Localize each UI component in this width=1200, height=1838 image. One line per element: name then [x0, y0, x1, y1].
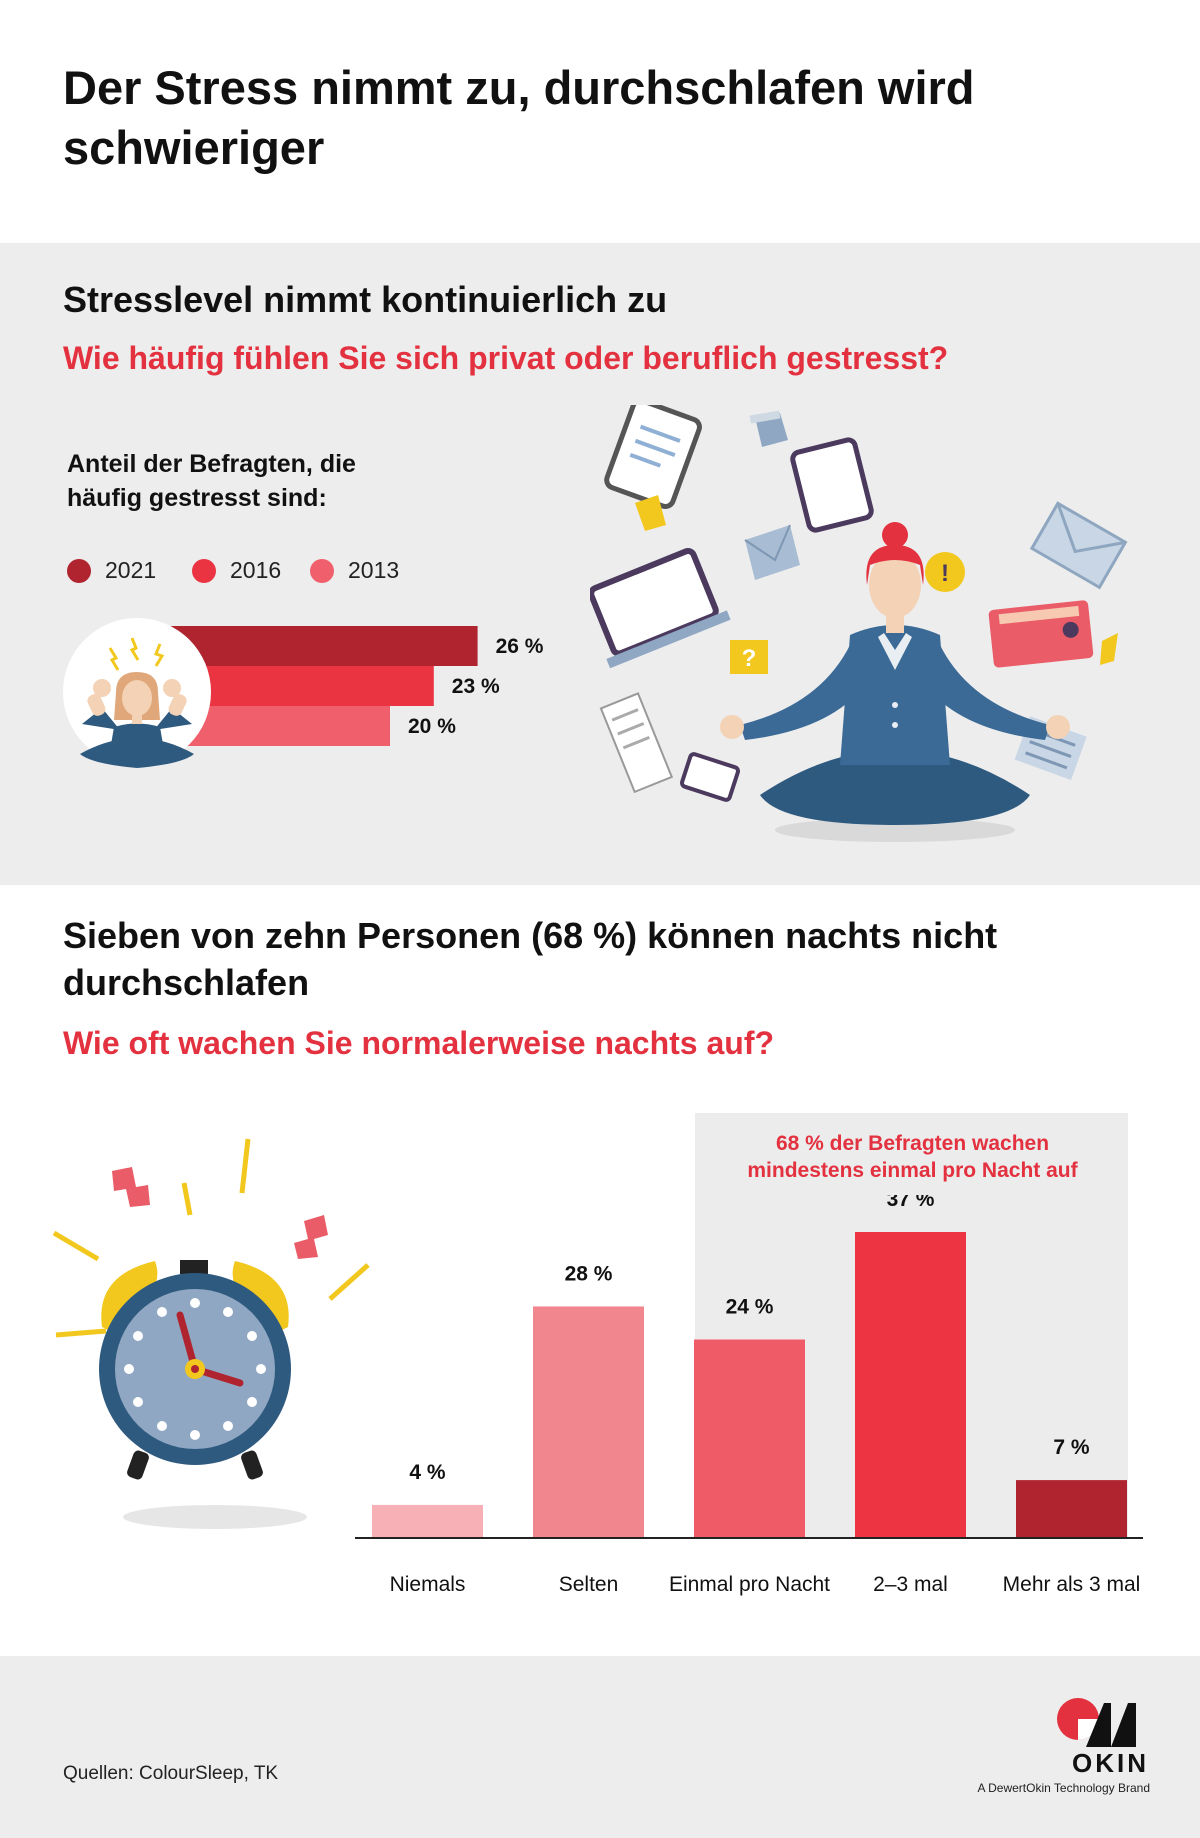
- cup-icon: [749, 410, 788, 447]
- bar-value-label: 24 %: [726, 1296, 774, 1319]
- okin-logo-icon: [1057, 1698, 1136, 1747]
- stressed-person-illustration: [63, 618, 211, 768]
- bar-niemals: [372, 1504, 483, 1538]
- bar-value-label: 20 %: [408, 715, 456, 738]
- brand-tagline: A DewertOkin Technology Brand: [977, 1781, 1150, 1795]
- bar-value-label: 28 %: [565, 1262, 613, 1285]
- note-yellow-icon: [635, 495, 666, 531]
- motion-line: [55, 1328, 107, 1338]
- meditating-woman: [720, 522, 1070, 825]
- flag-icon: [1100, 633, 1118, 665]
- stress-subheading: Anteil der Befragten, die häufig gestres…: [67, 450, 356, 512]
- svg-text:!: !: [941, 560, 949, 587]
- envelope-right-icon: [1029, 501, 1128, 590]
- envelope-icon: [744, 524, 800, 580]
- tablet-purple-icon: [790, 437, 874, 533]
- legend-swatch-2013: [310, 558, 334, 583]
- wakeup-bar-chart: 4 % Niemals 28 % Selten 24 % Einmal pro Nacht…: [355, 1195, 1143, 1596]
- alarm-clock-illustration: [52, 1138, 370, 1529]
- bar-einmal-pro-nacht: [694, 1339, 805, 1538]
- category-label: 2–3 mal: [873, 1573, 948, 1596]
- zigzag-icon: [112, 1167, 150, 1207]
- bar-value-label: 37 %: [887, 1195, 935, 1211]
- footer-background: [0, 1656, 1200, 1838]
- legend-label: 2021: [105, 557, 157, 583]
- legend-label: 2013: [348, 557, 400, 583]
- legend-item-2013: 2013: [310, 557, 399, 584]
- category-label: Niemals: [390, 1573, 466, 1596]
- phone-icon: [680, 752, 740, 802]
- bar-2-3-mal: [855, 1232, 966, 1538]
- bar-value-label: 4 %: [409, 1461, 446, 1484]
- wallet-icon: [988, 600, 1094, 668]
- bell-icon: [101, 1261, 158, 1331]
- alert-bubble-icon: !: [925, 552, 965, 592]
- legend-swatch-2021: [67, 558, 91, 583]
- source-note: Quellen: ColourSleep, TK: [63, 1763, 279, 1784]
- highlight-text: 68 % der Befragten wachen mindestens ein…: [747, 1132, 1078, 1182]
- stress-question: Wie häufig fühlen Sie sich privat oder b…: [63, 340, 949, 376]
- brand-name: OKIN: [1072, 1748, 1149, 1778]
- laptop-icon: [590, 547, 731, 669]
- category-label: Selten: [559, 1573, 619, 1596]
- bar-mehr-als-3-mal: [1016, 1480, 1127, 1538]
- sleep-question: Wie oft wachen Sie normalerweise nachts …: [63, 1025, 775, 1061]
- stress-section-heading: Stresslevel nimmt kontinuierlich zu: [63, 279, 668, 320]
- meditation-illustration: ! ?: [590, 405, 1128, 842]
- legend-label: 2016: [230, 557, 282, 583]
- bar-value-label: 26 %: [496, 635, 544, 658]
- svg-text:?: ?: [742, 645, 757, 672]
- motion-line: [239, 1138, 251, 1194]
- legend-item-2021: 2021: [67, 557, 156, 584]
- motion-line: [181, 1182, 193, 1216]
- motion-line: [328, 1263, 370, 1301]
- bell-icon: [232, 1261, 289, 1331]
- sleep-section-heading: Sieben von zehn Personen (68 %) können n…: [63, 915, 998, 1003]
- bar-selten: [533, 1306, 644, 1538]
- page-title: Der Stress nimmt zu, durchschlafen wird …: [63, 61, 975, 174]
- receipt-icon: [599, 692, 674, 794]
- question-bubble-icon: ?: [730, 640, 768, 674]
- motion-line: [52, 1230, 100, 1262]
- bar-value-label: 7 %: [1053, 1436, 1090, 1459]
- category-label: Mehr als 3 mal: [1003, 1573, 1141, 1596]
- bar-value-label: 23 %: [452, 675, 500, 698]
- zigzag-icon: [294, 1215, 328, 1259]
- bar-2021: [160, 626, 478, 666]
- legend-item-2016: 2016: [192, 557, 281, 584]
- tablet-icon: [604, 405, 702, 509]
- category-label: Einmal pro Nacht: [669, 1573, 830, 1596]
- legend-swatch-2016: [192, 558, 216, 583]
